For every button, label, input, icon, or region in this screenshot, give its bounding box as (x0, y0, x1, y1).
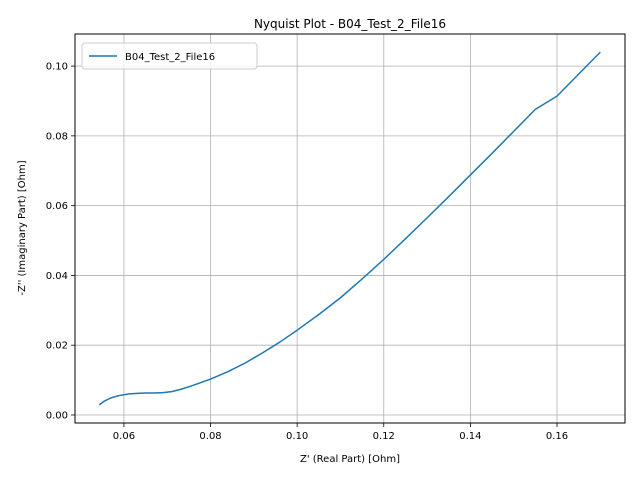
y-tick-label: 0.06 (46, 201, 68, 212)
legend-label: B04_Test_2_File16 (125, 52, 215, 63)
x-axis-label: Z' (Real Part) [Ohm] (300, 454, 400, 465)
legend-box (81, 42, 258, 70)
x-tick-label: 0.08 (199, 431, 221, 442)
series-line (98, 51, 601, 406)
legend: B04_Test_2_File16 (81, 42, 258, 70)
x-tick-label: 0.14 (459, 431, 481, 442)
x-tick-label: 0.16 (546, 431, 568, 442)
y-tick-label: 0.10 (46, 62, 68, 73)
chart-title: Nyquist Plot - B04_Test_2_File16 (254, 17, 446, 31)
y-axis-label: -Z'' (Imaginary Part) [Ohm] (17, 160, 28, 295)
y-axis-ticks: 0.00 0.02 0.04 0.06 0.08 0.10 (46, 62, 75, 421)
x-tick-label: 0.12 (373, 431, 395, 442)
grid (75, 34, 625, 423)
plot-area (98, 51, 601, 406)
y-tick-label: 0.08 (46, 131, 68, 142)
x-axis-ticks: 0.06 0.08 0.10 0.12 0.14 0.16 (113, 423, 568, 442)
x-tick-label: 0.06 (113, 431, 135, 442)
y-tick-label: 0.02 (46, 341, 68, 352)
x-tick-label: 0.10 (286, 431, 308, 442)
y-tick-label: 0.00 (46, 410, 68, 421)
y-tick-label: 0.04 (46, 271, 68, 282)
axes-frame (74, 33, 626, 424)
